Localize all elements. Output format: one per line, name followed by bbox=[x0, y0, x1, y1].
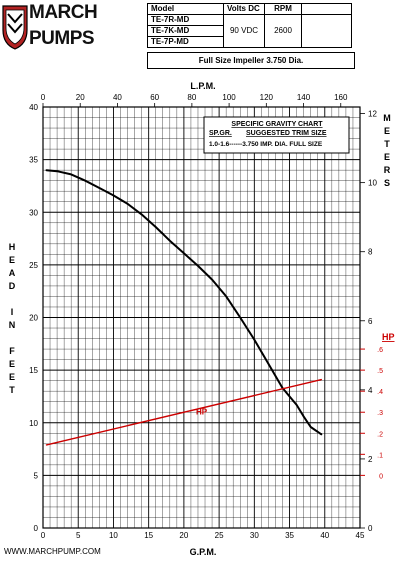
x-tick-label: 0 bbox=[41, 531, 46, 540]
y-axis-title-letter: I bbox=[11, 307, 14, 317]
meters-tick-label: 8 bbox=[368, 248, 373, 257]
hp-line-label: HP bbox=[196, 407, 208, 416]
x-tick-label: 5 bbox=[76, 531, 81, 540]
y-axis-title-letter: D bbox=[9, 281, 16, 291]
x-tick-label: 30 bbox=[250, 531, 259, 540]
brand-line1: MARCH bbox=[29, 2, 98, 23]
spec-empty-cell bbox=[301, 14, 352, 48]
y-tick-label: 15 bbox=[29, 366, 38, 375]
model-name: TE-7R-MD bbox=[147, 14, 224, 26]
y-axis-title-letter: E bbox=[9, 255, 15, 265]
x-tick-label: 20 bbox=[179, 531, 188, 540]
meters-axis-title-letter: T bbox=[384, 139, 390, 149]
axis-labels: L.P.M. G.P.M. 0 5 10 15 20 25 30 35 40 4505101520… bbox=[29, 81, 383, 557]
meters-tick-label: 6 bbox=[368, 317, 373, 326]
y-axis-title-letter: A bbox=[9, 268, 16, 278]
volts-header: Volts DC bbox=[223, 3, 265, 15]
meters-tick-label: 10 bbox=[368, 179, 377, 188]
y-tick-label: 0 bbox=[34, 524, 39, 533]
lpm-tick-label: 60 bbox=[150, 93, 159, 102]
gravity-chart-title: SPECIFIC GRAVITY CHART bbox=[231, 121, 323, 128]
rpm-header: RPM bbox=[264, 3, 302, 15]
lpm-tick-label: 80 bbox=[187, 93, 196, 102]
meters-tick-label: 12 bbox=[368, 110, 377, 119]
meters-axis-title-letter: S bbox=[384, 178, 390, 188]
meters-tick-label: 2 bbox=[368, 455, 373, 464]
x-tick-label: 40 bbox=[320, 531, 329, 540]
meters-axis-title-letter: R bbox=[384, 165, 391, 175]
lpm-tick-label: 20 bbox=[76, 93, 85, 102]
y-axis-title-letter: F bbox=[9, 346, 15, 356]
lpm-tick-label: 160 bbox=[334, 93, 348, 102]
x-tick-label: 10 bbox=[109, 531, 118, 540]
hp-tick-label: 0 bbox=[379, 473, 383, 480]
gravity-chart-box bbox=[203, 116, 350, 154]
model-name: TE-7P-MD bbox=[147, 36, 224, 48]
meters-tick-label: 0 bbox=[368, 524, 373, 533]
hp-tick-label: .6 bbox=[377, 347, 383, 354]
lpm-axis-title: L.P.M. bbox=[190, 81, 215, 91]
spec-row: TE-7P-MD bbox=[147, 36, 352, 48]
hp-tick-label: .3 bbox=[377, 410, 383, 417]
website-url: WWW.MARCHPUMP.COM bbox=[4, 547, 101, 556]
impeller-size-label: Full Size Impeller 3.750 Dia. bbox=[147, 52, 355, 69]
y-tick-label: 40 bbox=[29, 103, 38, 112]
gravity-chart-col1: SP.GR. bbox=[209, 130, 232, 137]
y-tick-label: 25 bbox=[29, 261, 38, 270]
spec-header-row: Model Volts DC RPM bbox=[147, 3, 352, 15]
lpm-tick-label: 120 bbox=[260, 93, 274, 102]
y-tick-label: 5 bbox=[34, 471, 39, 480]
hp-tick-label: .4 bbox=[377, 389, 383, 396]
gravity-chart-col2: SUGGESTED TRIM SIZE bbox=[246, 130, 327, 137]
brand-line2: PUMPS bbox=[29, 28, 95, 49]
model-header: Model bbox=[147, 3, 224, 15]
y-axis-title-letter: N bbox=[9, 320, 16, 330]
chart-grid bbox=[42, 106, 361, 529]
head-curve bbox=[45, 169, 323, 436]
lpm-tick-label: 0 bbox=[41, 93, 46, 102]
meters-axis-title-letter: M bbox=[383, 113, 391, 123]
y-axis-title-letter: H bbox=[9, 242, 16, 252]
shield-logo-icon bbox=[2, 5, 28, 50]
x-tick-label: 45 bbox=[356, 531, 365, 540]
y-axis-title-letter: E bbox=[9, 372, 15, 382]
gravity-chart-row: 1.0-1.6------3.750 IMP. DIA. FULL SIZE bbox=[209, 141, 323, 148]
hp-line bbox=[45, 378, 322, 446]
curves: HP bbox=[45, 169, 323, 446]
lpm-tick-label: 140 bbox=[297, 93, 311, 102]
model-name: TE-7K-MD bbox=[147, 25, 224, 37]
x-tick-label: 15 bbox=[144, 531, 153, 540]
y-axis-title-letter: T bbox=[9, 385, 15, 395]
march-pumps-logo: MARCH PUMPS bbox=[2, 2, 112, 54]
specific-gravity-chart: SPECIFIC GRAVITY CHART SP.GR. SUGGESTED … bbox=[203, 116, 350, 154]
lpm-tick-label: 40 bbox=[113, 93, 122, 102]
meters-axis-title-letter: E bbox=[384, 126, 390, 136]
y-tick-label: 30 bbox=[29, 208, 38, 217]
hp-tick-label: .1 bbox=[377, 452, 383, 459]
plot-border bbox=[42, 106, 361, 529]
hp-axis-title: HP bbox=[382, 332, 395, 342]
hp-tick-label: .2 bbox=[377, 431, 383, 438]
y-tick-label: 20 bbox=[29, 314, 38, 323]
model-spec-table: Model Volts DC RPM TE-7R-MD 90 VDC 2600 … bbox=[147, 3, 352, 48]
meters-tick-label: 4 bbox=[368, 386, 373, 395]
spec-empty-header bbox=[301, 3, 352, 15]
rpm-value: 2600 bbox=[264, 14, 302, 48]
y-axis-title-letter: E bbox=[9, 359, 15, 369]
lpm-tick-label: 100 bbox=[222, 93, 236, 102]
meters-axis-title-letter: E bbox=[384, 152, 390, 162]
spec-row: TE-7R-MD 90 VDC 2600 bbox=[147, 14, 352, 48]
y-tick-label: 35 bbox=[29, 156, 38, 165]
x-tick-label: 35 bbox=[285, 531, 294, 540]
y-tick-label: 10 bbox=[29, 419, 38, 428]
gpm-axis-title: G.P.M. bbox=[190, 547, 217, 557]
x-tick-label: 25 bbox=[215, 531, 224, 540]
volts-value: 90 VDC bbox=[223, 14, 265, 48]
hp-tick-label: .5 bbox=[377, 368, 383, 375]
